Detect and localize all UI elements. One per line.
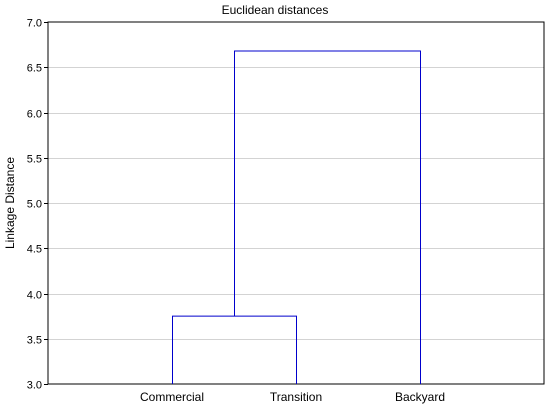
y-axis-ticks: 3.0 3.5 4.0 4.5 5.0 5.5 6.0 6.5 7.0 [27,18,48,392]
leaf-labels: Commercial Transition Backyard [140,390,445,404]
y-tick-label: 6.0 [27,109,42,121]
y-tick-label: 4.5 [27,244,42,256]
grid-lines [48,67,544,340]
y-tick-label: 6.5 [27,63,42,75]
dendrogram-links [172,50,421,384]
merge-all-backyard [234,50,421,384]
leaf-label-commercial: Commercial [140,390,204,404]
y-tick-label: 4.0 [27,290,42,302]
leaf-label-transition: Transition [270,390,322,404]
merge-commercial-transition [172,315,297,384]
y-tick-label: 5.0 [27,199,42,211]
y-tick-label: 7.0 [27,18,42,30]
chart-title: Euclidean distances [222,3,329,17]
y-tick-label: 5.5 [27,154,42,166]
y-tick-label: 3.5 [27,335,42,347]
leaf-label-backyard: Backyard [395,390,445,404]
y-axis-label: Linkage Distance [3,157,17,249]
y-tick-label: 3.0 [27,380,42,392]
